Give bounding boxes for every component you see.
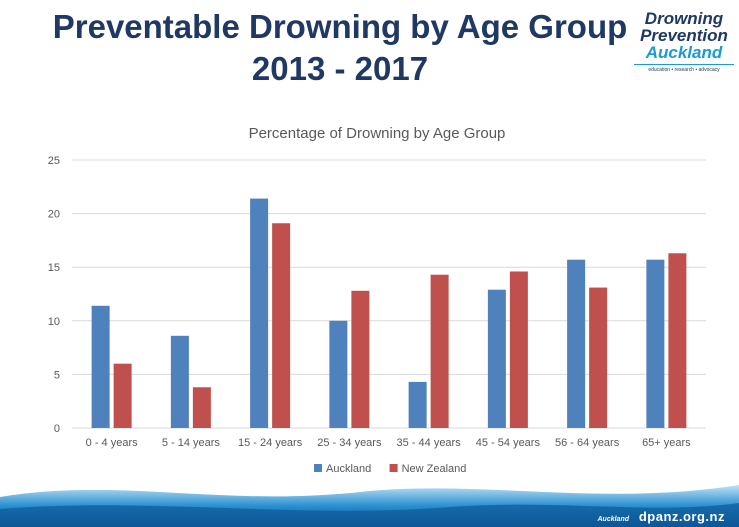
- x-tick-label: 65+ years: [642, 437, 691, 449]
- bar-auckland: [567, 259, 586, 428]
- y-tick-label: 20: [48, 209, 60, 221]
- slide-subtitle-years: 2013 - 2017: [251, 50, 429, 87]
- bar-auckland: [646, 259, 665, 428]
- x-tick-label: 0 - 4 years: [86, 437, 138, 449]
- y-tick-label: 15: [48, 262, 60, 274]
- y-tick-label: 10: [48, 316, 60, 328]
- x-tick-label: 5 - 14 years: [162, 437, 221, 449]
- footer-url: dpanz.org.nz: [638, 509, 725, 524]
- bar-new-zealand: [192, 387, 211, 428]
- bar-new-zealand: [351, 290, 370, 428]
- legend-swatch: [389, 464, 398, 472]
- logo-word-drowning: Drowning: [644, 9, 724, 28]
- bar-chart: Percentage of Drowning by Age Group 0 5 10 1…: [48, 125, 706, 475]
- bar-new-zealand: [509, 271, 528, 428]
- x-tick-label: 56 - 64 years: [555, 437, 620, 449]
- bar-auckland: [487, 289, 506, 428]
- ocean-wave-footer: Auckland dpanz.org.nz: [0, 467, 739, 527]
- logo-word-auckland: Auckland: [645, 43, 723, 62]
- legend-label: New Zealand: [402, 463, 467, 475]
- bar-auckland: [329, 320, 348, 428]
- x-tick-label: 35 - 44 years: [397, 437, 462, 449]
- wave-graphic: [0, 485, 739, 527]
- bar-auckland: [170, 335, 189, 428]
- footer-auckland-badge: Auckland: [597, 516, 629, 523]
- y-tick-label: 5: [54, 369, 60, 381]
- x-tick-label: 25 - 34 years: [317, 437, 382, 449]
- bar-new-zealand: [113, 363, 132, 428]
- bar-new-zealand: [430, 274, 449, 428]
- bar-auckland: [408, 381, 427, 428]
- bar-new-zealand: [668, 253, 687, 428]
- x-tick-label: 45 - 54 years: [476, 437, 541, 449]
- logo-tagline: education • research • advocacy: [634, 64, 734, 73]
- y-tick-label: 0: [54, 423, 60, 435]
- bar-new-zealand: [272, 223, 291, 428]
- x-tick-label: 15 - 24 years: [238, 437, 303, 449]
- bar-new-zealand: [589, 287, 608, 428]
- chart-title: Percentage of Drowning by Age Group: [249, 125, 506, 142]
- legend-label: Auckland: [326, 463, 371, 475]
- slide-title: Preventable Drowning by Age Group: [52, 8, 628, 45]
- legend-swatch: [314, 464, 322, 472]
- bar-auckland: [250, 198, 269, 428]
- y-tick-label: 25: [48, 155, 60, 167]
- logo-word-prevention: Prevention: [640, 26, 728, 45]
- drowning-prevention-auckland-logo: Drowning Prevention Auckland education •…: [634, 10, 734, 82]
- bar-auckland: [91, 305, 110, 428]
